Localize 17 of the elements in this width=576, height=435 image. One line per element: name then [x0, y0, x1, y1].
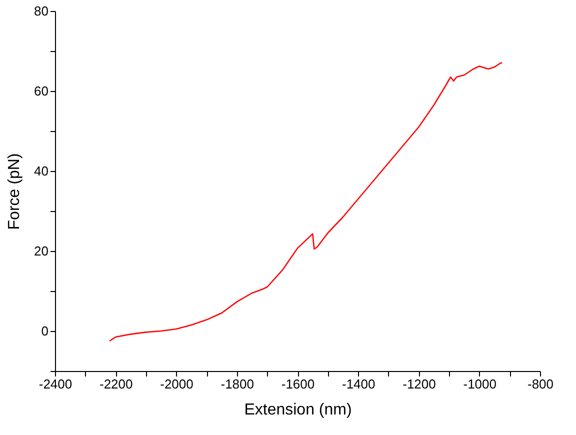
y-tick-label: 0	[41, 324, 48, 338]
x-tick-label: -1600	[281, 376, 315, 392]
x-tick-label: -2000	[160, 376, 194, 392]
y-tick-label: 80	[34, 4, 48, 18]
x-tick-label: -1000	[463, 376, 496, 392]
x-tick-label: -1400	[342, 376, 376, 392]
y-tick-label: 60	[34, 84, 48, 98]
x-tick-label: -1800	[220, 376, 254, 392]
x-tick-label: -2400	[38, 376, 72, 392]
y-axis-title: Force (pN)	[6, 153, 24, 230]
x-tick-label: -1200	[402, 376, 436, 392]
y-tick-label: 40	[34, 164, 48, 178]
line-series	[108, 62, 503, 342]
y-tick-label: 20	[34, 244, 48, 258]
x-axis-title: Extension (nm)	[244, 402, 352, 418]
x-tick-label: -800	[527, 376, 554, 392]
x-tick-label: -2200	[100, 376, 133, 392]
